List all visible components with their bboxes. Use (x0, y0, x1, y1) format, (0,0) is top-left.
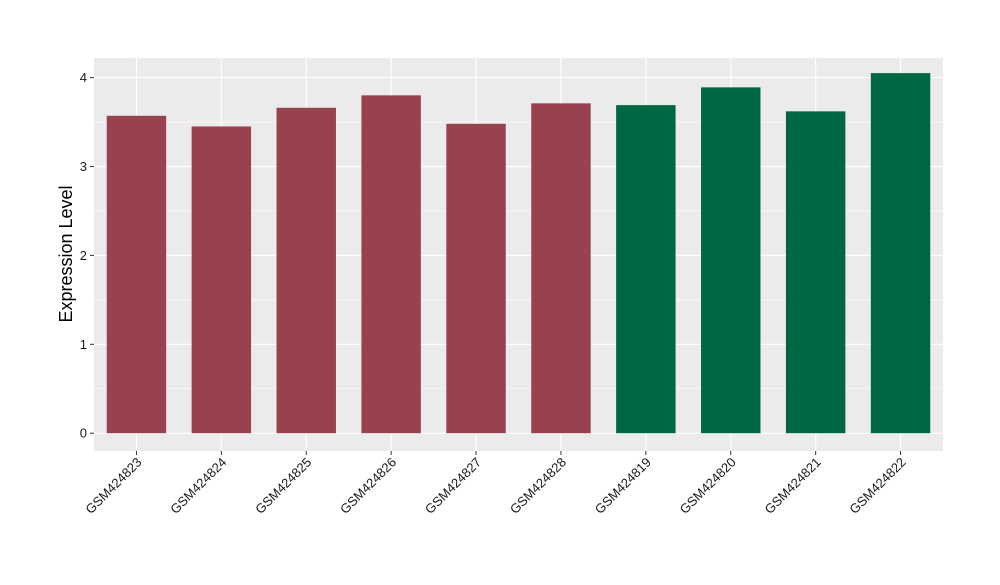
x-tick-label: GSM424822 (846, 455, 908, 517)
bar-GSM424823 (106, 115, 167, 434)
y-tick-label: 1 (80, 337, 87, 352)
x-axis: GSM424823 GSM424824 GSM424825 GSM424826 GSM4… (82, 451, 909, 517)
bar-GSM424820 (701, 87, 761, 434)
y-tick-label: 0 (80, 426, 87, 441)
bars (106, 73, 931, 434)
x-tick-label: GSM424819 (592, 455, 654, 517)
bar-GSM424827 (446, 123, 506, 434)
y-axis: 0 1 2 3 4 (80, 70, 94, 441)
x-tick-label: GSM424827 (422, 455, 484, 517)
x-tick-label: GSM424821 (762, 455, 824, 517)
x-tick-label: GSM424828 (507, 455, 569, 517)
y-tick-label: 2 (80, 248, 87, 263)
x-tick-label: GSM424826 (337, 455, 399, 517)
y-tick-label: 4 (80, 70, 87, 85)
bar-GSM424821 (785, 111, 846, 434)
x-tick-label: GSM424824 (167, 455, 229, 517)
bar-GSM424819 (616, 105, 676, 434)
bar-GSM424825 (276, 107, 336, 434)
bar-GSM424828 (531, 103, 591, 434)
x-tick-label: GSM424820 (677, 455, 739, 517)
x-tick-label: GSM424823 (82, 455, 144, 517)
bar-GSM424826 (361, 95, 421, 434)
bar-GSM424824 (191, 126, 252, 434)
bar-GSM424822 (870, 73, 931, 434)
x-tick-label: GSM424825 (252, 455, 314, 517)
y-axis-title: Expression Level (56, 185, 76, 322)
y-tick-label: 3 (80, 159, 87, 174)
